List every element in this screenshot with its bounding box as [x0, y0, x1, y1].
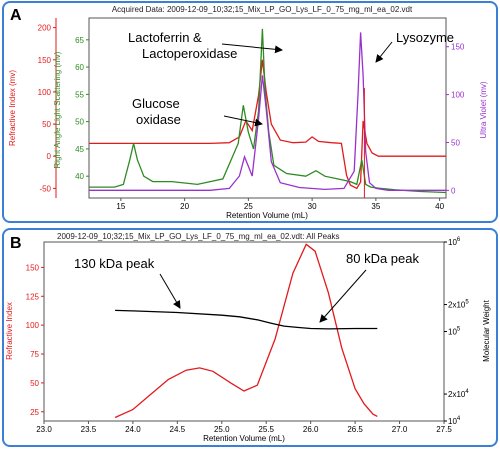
panel-a-ri-tick-label: 200 [38, 24, 52, 33]
annotation-130kda-arrow [159, 273, 181, 309]
panel-b-series [114, 243, 378, 419]
annotation-80kda-arrow [319, 269, 367, 323]
annotation-lactoferrin-arrow [221, 43, 283, 54]
panel-a-axes: 15 20 25 30 35 40 -50 0 50 100 150 200 40 45 50 55 60 65 0… [38, 18, 465, 211]
panel-b-x-tick-label: 25.5 [258, 425, 274, 434]
panel-a-x-tick-label: 30 [308, 202, 317, 211]
panel-a-x-tick-label: 20 [180, 202, 189, 211]
panel-b-series-line-1 [115, 309, 378, 330]
annotation-lactoferrin-line1: Lactoferrin & [128, 30, 202, 45]
panel-a-ri-tick-label: 150 [38, 56, 52, 65]
panel-b-ri-tick-label: 50 [30, 379, 39, 388]
panel-b-x-tick-label: 26.5 [347, 425, 363, 434]
panel-a-x-tick-label: 15 [116, 202, 125, 211]
annotation-glucose-line1: Glucose [132, 96, 180, 111]
panel-b-x-tick-label: 26.0 [303, 425, 319, 434]
panel-b-ri-tick-label: 25 [30, 408, 39, 417]
annotation-glucose-line2: oxidase [136, 112, 181, 127]
panel-b-title: 2009-12-09_10;32;15_Mix_LP_GO_Lys_LF_0_7… [57, 232, 340, 241]
annotation-80kda-label: 80 kDa peak [346, 251, 419, 266]
panel-a-ri-tick-label: 100 [38, 88, 52, 97]
panel-a-series [89, 28, 447, 194]
panel-b-mw-tick-label: 2x104 [448, 389, 469, 399]
panel-b-ri-tick-label: 75 [30, 350, 39, 359]
annotation-130kda-label: 130 kDa peak [74, 256, 155, 271]
panel-a-y-axis-label-uv: Ultra Violet (mv) [479, 81, 488, 139]
panel-b-x-tick-label: 25.0 [214, 425, 230, 434]
panel-a-uv-tick-label: 0 [451, 186, 456, 195]
panel-a-uv-tick-label: 100 [451, 91, 465, 100]
panel-a-rals-tick-label: 55 [75, 90, 84, 99]
panel-b-axes: 23.0 23.5 24.0 24.5 25.0 25.5 26.0 26.5 27.0 27.5… [26, 237, 470, 434]
panel-a-label: A [10, 7, 22, 24]
panel-a-x-tick-label: 35 [371, 202, 380, 211]
panel-b-x-tick-label: 23.0 [36, 425, 52, 434]
panel-a-plot-area [88, 17, 447, 199]
panel-a-y-axis-label-ri: Refractive Index (mv) [8, 70, 17, 146]
panel-b-x-axis-label: Retention Volume (mL) [203, 434, 285, 443]
panel-b-ri-tick-label: 100 [26, 321, 40, 330]
panel-a-uv-tick-label: 50 [451, 138, 460, 147]
panel-b-y-axis-label-ri: Refractive Index [5, 302, 14, 360]
panel-a-uv-tick-label: 150 [451, 43, 465, 52]
panel-b-x-tick-label: 24.0 [125, 425, 141, 434]
panel-a-x-tick-label: 40 [435, 202, 444, 211]
annotation-lactoferrin-line2: Lactoperoxidase [142, 46, 237, 61]
panel-b-ri-tick-label: 125 [26, 292, 40, 301]
panel-a-rals-tick-label: 65 [75, 36, 84, 45]
panel-b: B 2009-12-09_10;32;15_Mix_LP_GO_Lys_LF_0… [2, 228, 498, 447]
panel-a-ri-tick-label: -50 [39, 184, 51, 193]
panel-a-ri-tick-label: 50 [42, 120, 51, 129]
panel-b-x-tick-label: 23.5 [81, 425, 97, 434]
annotation-glucose-arrow [223, 115, 263, 127]
panel-b-series-line-0 [114, 243, 378, 419]
panel-b-x-tick-label: 24.5 [170, 425, 186, 434]
panel-a-rals-tick-label: 40 [75, 172, 84, 181]
panel-a-x-tick-label: 25 [244, 202, 253, 211]
panel-b-mw-tick-label: 106 [448, 237, 461, 247]
panel-a-x-axis-label: Retention Volume (mL) [226, 211, 308, 220]
panel-a-ri-tick-label: 0 [47, 152, 52, 161]
panel-a-title: Acquired Data: 2009-12-09_10;32;15_Mix_L… [112, 5, 413, 14]
panel-b-x-tick-label: 27.5 [436, 425, 452, 434]
panel-b-ri-tick-label: 150 [26, 263, 40, 272]
annotation-lysozyme-arrow [375, 41, 393, 63]
panel-b-mw-tick-label: 2x105 [448, 300, 469, 310]
panel-b-label: B [10, 235, 22, 252]
panel-a-series-line-2 [89, 32, 446, 191]
panel-b-mw-tick-label: 105 [448, 327, 461, 337]
panel-a-series-line-0 [89, 59, 446, 190]
panel-a-rals-tick-label: 60 [75, 63, 84, 72]
panel-a-rals-tick-label: 45 [75, 145, 84, 154]
panel-b-frame [2, 228, 498, 447]
panel-b-mw-tick-label: 104 [448, 416, 461, 426]
panel-a: A Acquired Data: 2009-12-09_10;32;15_Mix… [2, 1, 498, 223]
annotation-lysozyme-label: Lysozyme [396, 30, 454, 45]
panel-a-frame [2, 1, 498, 223]
panel-a-y-axis-label-rals: Right Angle Light Scattering (mv) [53, 51, 62, 168]
panel-b-x-tick-label: 27.0 [392, 425, 408, 434]
panel-a-series-line-1 [89, 28, 447, 194]
panel-a-rals-tick-label: 50 [75, 118, 84, 127]
panel-b-y-axis-label-mw: Molecular Weight [482, 299, 491, 361]
